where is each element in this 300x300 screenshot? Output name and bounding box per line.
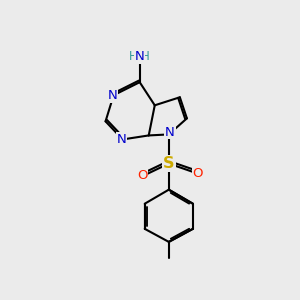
Text: N: N <box>117 133 127 146</box>
Text: O: O <box>193 167 203 180</box>
Text: H: H <box>141 50 150 63</box>
Text: H: H <box>129 50 138 63</box>
Text: S: S <box>163 156 175 171</box>
Text: N: N <box>108 89 117 102</box>
Text: N: N <box>135 50 145 63</box>
Text: O: O <box>137 169 147 182</box>
Text: N: N <box>165 125 175 139</box>
